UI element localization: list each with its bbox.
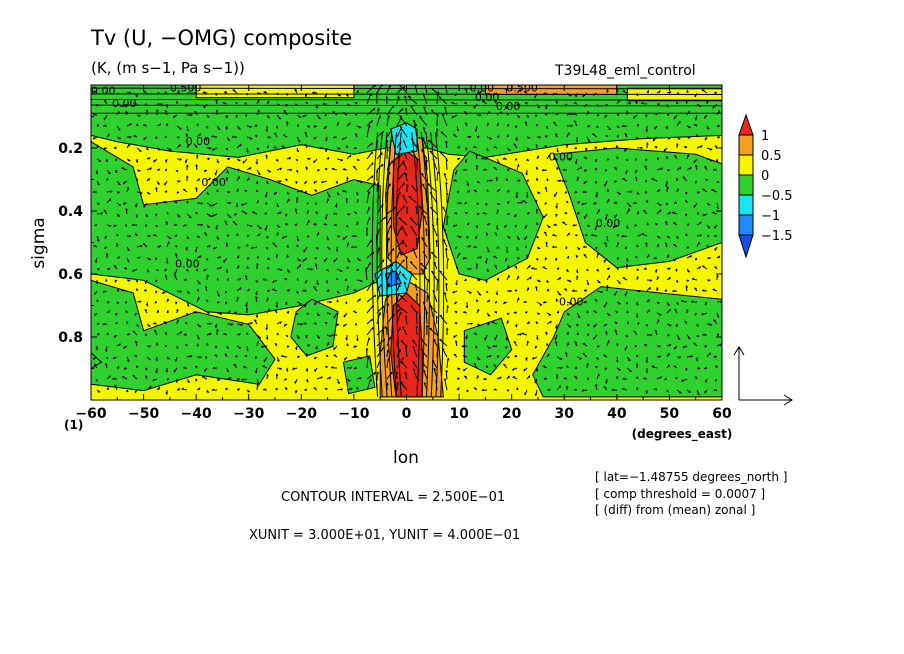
info-latitude: [ lat=−1.48755 degrees_north ] — [595, 470, 788, 484]
x-tick-label: −30 — [233, 406, 264, 422]
x-tick-label: 10 — [449, 406, 469, 422]
x-tick-label: −10 — [338, 406, 369, 422]
contour-line-west — [390, 132, 398, 397]
top-strip-orange — [484, 85, 618, 95]
contour-line-top — [91, 93, 722, 95]
y-tick-label: 0.8 — [58, 330, 83, 346]
y-tick-label: 0.6 — [58, 267, 83, 283]
x-tick-label: −20 — [286, 406, 317, 422]
green-region-west — [91, 141, 381, 316]
x-tick-label: 30 — [555, 406, 575, 422]
unit-scale: XUNIT = 3.000E+01, YUNIT = 4.000E−01 — [249, 528, 521, 543]
contour-label: 0.00 — [548, 151, 573, 164]
reference-vector-y — [733, 346, 745, 400]
contour-line-east — [425, 132, 435, 397]
contour-line-west — [381, 132, 388, 397]
x-tick-label: 20 — [502, 406, 522, 422]
green-region-southeast — [532, 286, 722, 398]
contour-label: 0.00 — [470, 81, 495, 94]
info-reference: [ (diff) from (mean) zonal ] — [595, 503, 756, 517]
contour-line-west — [371, 132, 379, 397]
chart-title: Tv (U, −OMG) composite — [91, 26, 353, 50]
contour-line-top — [91, 98, 722, 101]
field-layer: 0.00 0.5000.000.000.000.000.000.000.000.5… — [91, 81, 722, 400]
info-threshold: [ comp threshold = 0.0007 ] — [595, 487, 766, 501]
contour-label: 0.00 — [559, 296, 584, 309]
contour-line-east — [430, 132, 440, 397]
x-tick-label: −50 — [128, 406, 159, 422]
y-tick-label: 0.4 — [58, 204, 83, 220]
contour-label: 0.00 — [201, 176, 226, 189]
chart-units: (K, (m s−1, Pa s−1)) — [91, 59, 245, 77]
x-tick-label: −40 — [181, 406, 212, 422]
contour-line-east — [420, 132, 430, 397]
colorbar-segment — [738, 194, 754, 216]
green-region-southwest — [91, 279, 276, 392]
colorbar-segment — [738, 154, 754, 176]
colorbar-label: 0 — [761, 169, 769, 184]
y-tick-label: 0.2 — [58, 141, 83, 157]
contour-label: 0.00 — [596, 217, 621, 230]
contour-label: 0.00 — [175, 258, 200, 271]
contour-line-top — [91, 104, 722, 107]
colorbar-segment — [738, 214, 754, 236]
reference-vector-x — [739, 394, 793, 406]
green-patch-lowwest — [342, 355, 376, 395]
run-label: T39L48_eml_control — [555, 63, 696, 79]
contour-line-west — [376, 132, 383, 397]
contour-lines — [91, 87, 722, 397]
colorbar-label: 0.5 — [761, 149, 782, 164]
colorbar-top-arrow — [738, 113, 754, 136]
y-axis-label: sigma — [29, 217, 49, 268]
contour-interval: CONTOUR INTERVAL = 2.500E−01 — [281, 490, 506, 505]
green-region-east — [552, 147, 722, 269]
contour-label: 0.500 — [506, 81, 538, 94]
x-tick-label: 60 — [712, 406, 732, 422]
x-tick-label: 50 — [660, 406, 680, 422]
contour-label: 0.00 — [496, 100, 521, 113]
contour-label: 0.00 — [475, 91, 500, 104]
top-strip-yellow-a — [195, 85, 355, 99]
colorbar-label: −0.5 — [761, 189, 793, 204]
contour-line-east — [411, 132, 421, 397]
colorbar-bottom-arrow — [738, 234, 754, 259]
colorbar-label: −1 — [761, 209, 780, 224]
colorbar-segment — [738, 134, 754, 156]
colorbar-segment — [738, 174, 754, 196]
contour-label: 0.00 — [91, 84, 116, 97]
x-axis-unit: (degrees_east) — [632, 427, 733, 442]
contour-label: 0.500 — [170, 81, 202, 94]
x-tick-label: −60 — [75, 406, 106, 422]
contour-label: 0.00 — [186, 135, 211, 148]
index-label: (1) — [64, 418, 83, 432]
colorbar-label: −1.5 — [761, 229, 793, 244]
contour-line-east — [415, 132, 426, 397]
contour-line-west — [395, 132, 402, 397]
x-axis-label: lon — [393, 448, 419, 468]
contour-line-west — [386, 132, 393, 397]
x-tick-label: 40 — [607, 406, 627, 422]
contour-line-east — [434, 132, 445, 397]
colorbar-label: 1 — [761, 129, 769, 144]
contour-label: 0.00 — [112, 97, 136, 110]
x-tick-label: 0 — [402, 406, 412, 422]
green-patch-midwest — [290, 298, 339, 357]
